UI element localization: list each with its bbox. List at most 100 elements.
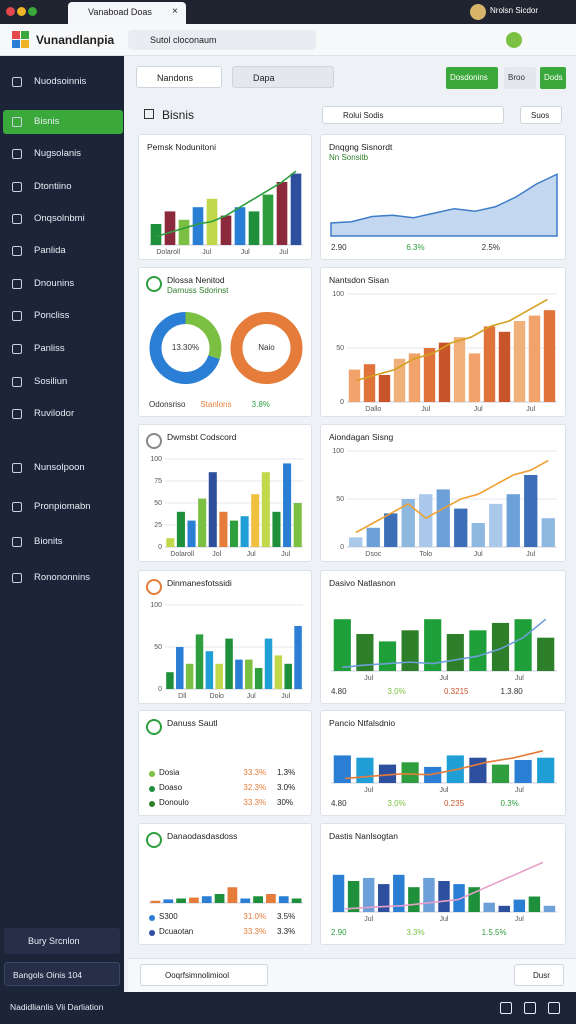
row-dot	[149, 771, 155, 777]
footer-icon[interactable]	[524, 1002, 536, 1014]
x-tick-label: Jul	[515, 675, 524, 682]
bar	[446, 634, 464, 671]
bar	[254, 668, 263, 689]
donut-label: Naio	[258, 343, 275, 352]
nav-item[interactable]: Pronpiomabn	[8, 497, 120, 517]
section-action[interactable]: Suos	[520, 106, 562, 124]
browser-tab[interactable]: Vanaboad Doas ×	[68, 2, 186, 24]
bar	[347, 881, 360, 912]
nav-item[interactable]: Nugsolanis	[8, 144, 120, 164]
filter[interactable]: Nandons	[136, 66, 222, 88]
bar	[436, 489, 450, 547]
nav-item[interactable]: Nuodsoinnis	[8, 72, 120, 92]
nav-item[interactable]: Nunsolpoon	[8, 458, 120, 478]
row-value: 33.3%	[243, 798, 267, 807]
nav-item[interactable]: Bionits	[8, 532, 120, 552]
card-title: Dlossa Nenitod	[167, 275, 225, 285]
bar	[176, 647, 184, 689]
nav-icon	[12, 77, 22, 87]
card-title: Aiondagan Sisng	[329, 432, 394, 442]
bottom-button-text: Dusr	[533, 971, 550, 980]
bottom-bar: Ooqrfsimnolimiool Dusr	[128, 958, 576, 992]
bar	[294, 626, 302, 689]
user-box[interactable]: Bury Srcnlon	[4, 928, 120, 954]
nav-item[interactable]: Onqsolnbmi	[8, 209, 120, 229]
card-icon	[146, 433, 162, 449]
nav-item[interactable]: Bisnis	[8, 112, 120, 132]
bar	[150, 900, 161, 903]
window-button[interactable]	[28, 7, 37, 16]
nav-item[interactable]: Sosiliun	[8, 372, 120, 392]
app-name: Vunandlanpia	[36, 33, 115, 47]
x-tick-label: Jol	[212, 551, 221, 558]
nav-active	[3, 110, 123, 134]
line	[345, 750, 544, 780]
bar	[537, 757, 555, 783]
bar	[225, 638, 233, 689]
y-tick-label: 0	[158, 686, 162, 693]
bar	[489, 503, 503, 547]
bar	[192, 207, 204, 245]
card-icon	[146, 832, 162, 848]
nav-item[interactable]: Ronononnins	[8, 568, 120, 588]
sidebar: Nuodsoinnis Bisnis Nugsolanis Dtontiino Onqs…	[0, 56, 124, 992]
bar	[513, 321, 526, 402]
bar	[195, 634, 204, 689]
nav-item[interactable]: Panliss	[8, 339, 120, 359]
x-tick-label: Tolo	[419, 551, 432, 558]
card-title: Dasivo Natlasnon	[329, 578, 396, 588]
search-box[interactable]: Sutol cloconaum	[128, 30, 316, 50]
toolbar-button[interactable]: Broo	[504, 67, 536, 89]
x-tick-label: Jul	[364, 916, 373, 923]
nav-item[interactable]: Panlida	[8, 241, 120, 261]
footer-icon[interactable]	[500, 1002, 512, 1014]
bar	[483, 902, 495, 912]
user-avatar[interactable]	[506, 32, 522, 48]
toolbar-button[interactable]: Dosdonins	[446, 67, 498, 89]
status-box[interactable]: Bangols Oinis 104	[4, 962, 120, 986]
bottom-select[interactable]: Ooqrfsimnolimiool	[140, 964, 268, 986]
filter[interactable]: Dapa	[232, 66, 334, 88]
bar	[498, 331, 511, 402]
bar	[178, 219, 190, 245]
x-tick-label: Jul	[421, 406, 430, 413]
card: Dnqgng Sisnordt Nn Sonsitb 2.90 6.3% 2.5%	[320, 134, 566, 260]
nav-item[interactable]: Poncliss	[8, 306, 120, 326]
search-text: Sutol cloconaum	[150, 35, 217, 45]
bar	[176, 511, 185, 547]
toolbar-button[interactable]: Dods	[540, 67, 566, 89]
card-stat: 4.80	[331, 687, 347, 696]
nav-item[interactable]: Ruvilodor	[8, 404, 120, 424]
window-button[interactable]	[17, 7, 26, 16]
nav-label: Dtontiino	[34, 181, 72, 192]
row-value: 33.3%	[243, 927, 267, 936]
x-tick-label: Jul	[364, 675, 373, 682]
bar	[401, 499, 415, 547]
nav-item[interactable]: Dtontiino	[8, 177, 120, 197]
bar	[401, 762, 419, 783]
section-search-text: Rolui Sodis	[343, 111, 384, 120]
bar	[384, 513, 398, 547]
card-title: Pancio Ntfalsdnio	[329, 718, 396, 728]
bottom-button[interactable]: Dusr	[514, 964, 564, 986]
card-stat: 2.5%	[481, 243, 500, 252]
nav-label: Sosiliun	[34, 376, 68, 387]
bar	[266, 894, 276, 903]
bar	[261, 472, 270, 547]
bar	[215, 663, 223, 689]
bar	[198, 498, 207, 547]
x-tick-label: Jul	[281, 693, 290, 700]
window-button[interactable]	[6, 7, 15, 16]
bar	[469, 630, 487, 671]
card: Dwmsbt Codscord 0 25 50 75 100 Dolaroll Jol Jul J…	[138, 424, 312, 562]
nav-label: Onqsolnbmi	[34, 213, 85, 224]
row-name: Dcuaotan	[159, 927, 194, 936]
bar	[491, 622, 510, 671]
x-tick-label: Dallo	[365, 406, 381, 413]
profile-avatar[interactable]	[470, 4, 486, 20]
filter-label: Dapa	[253, 73, 275, 83]
nav-item[interactable]: Dnounins	[8, 274, 120, 294]
footer-icon[interactable]	[548, 1002, 560, 1014]
bar	[229, 520, 239, 547]
section-search[interactable]: Rolui Sodis	[322, 106, 504, 124]
